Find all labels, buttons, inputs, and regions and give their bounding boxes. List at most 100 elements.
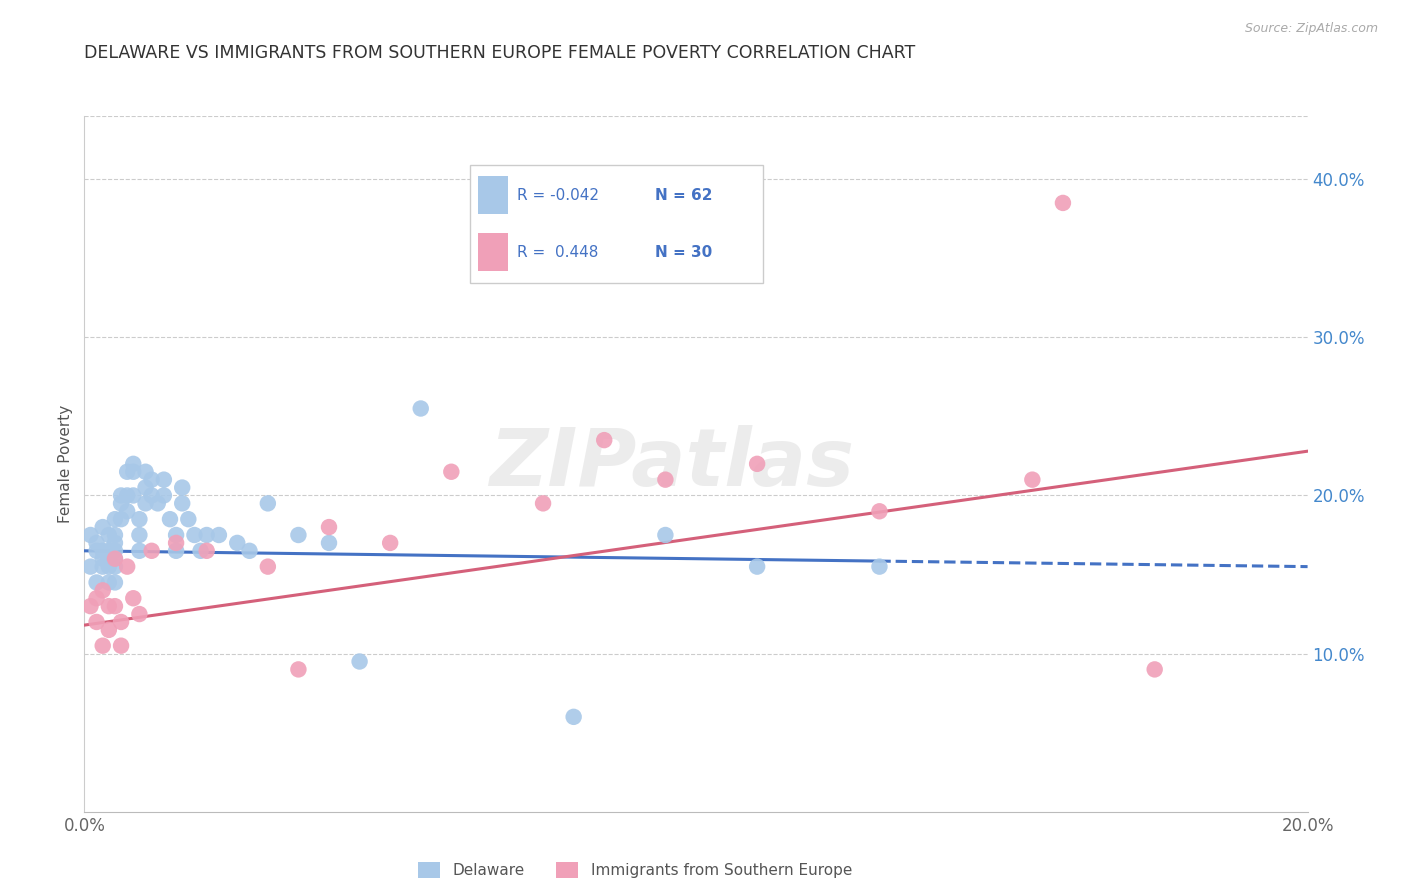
Point: [104, 575, 127, 590]
Point: [128, 512, 150, 526]
Point: [86, 575, 108, 590]
Point: [91, 559, 114, 574]
Point: [110, 488, 132, 502]
Text: Source: ZipAtlas.com: Source: ZipAtlas.com: [1244, 22, 1378, 36]
Point: [104, 528, 127, 542]
Point: [257, 496, 280, 510]
Point: [141, 488, 163, 502]
Point: [115, 559, 138, 574]
Point: [104, 551, 127, 566]
Point: [1052, 195, 1074, 210]
Point: [165, 536, 187, 550]
Point: [104, 599, 127, 614]
Bar: [478, 177, 508, 214]
Point: [146, 496, 169, 510]
Point: [79, 599, 101, 614]
Point: [190, 543, 212, 558]
Point: [91, 543, 114, 558]
Point: [86, 536, 108, 550]
Point: [97, 559, 120, 574]
Point: [747, 559, 769, 574]
Point: [183, 528, 205, 542]
Point: [91, 520, 114, 534]
Point: [97, 528, 120, 542]
Text: N = 30: N = 30: [655, 244, 711, 260]
Point: [135, 496, 157, 510]
Point: [318, 536, 340, 550]
Point: [128, 543, 150, 558]
Point: [91, 583, 114, 598]
Point: [593, 433, 616, 447]
Point: [104, 536, 127, 550]
Point: [177, 512, 200, 526]
Text: N = 62: N = 62: [655, 188, 711, 202]
Point: [79, 528, 101, 542]
Point: [318, 520, 340, 534]
Legend: Delaware, Immigrants from Southern Europe: Delaware, Immigrants from Southern Europ…: [412, 856, 858, 884]
Text: R =  0.448: R = 0.448: [516, 244, 598, 260]
Point: [86, 615, 108, 629]
Point: [91, 551, 114, 566]
Point: [86, 543, 108, 558]
Point: [110, 496, 132, 510]
Point: [115, 488, 138, 502]
Point: [1021, 473, 1043, 487]
Point: [128, 528, 150, 542]
Point: [208, 528, 231, 542]
Point: [380, 536, 402, 550]
Point: [128, 607, 150, 621]
Point: [287, 662, 309, 676]
Y-axis label: Female Poverty: Female Poverty: [58, 405, 73, 523]
Point: [122, 465, 145, 479]
Point: [122, 591, 145, 606]
Point: [91, 639, 114, 653]
Bar: [478, 234, 508, 271]
Point: [104, 543, 127, 558]
Point: [159, 512, 181, 526]
Point: [654, 473, 676, 487]
Point: [409, 401, 432, 416]
Point: [287, 528, 309, 542]
Point: [86, 591, 108, 606]
Point: [153, 473, 176, 487]
Point: [115, 504, 138, 518]
Point: [110, 512, 132, 526]
Point: [97, 551, 120, 566]
Point: [79, 559, 101, 574]
Point: [122, 488, 145, 502]
Point: [869, 559, 891, 574]
Point: [172, 496, 194, 510]
Point: [104, 559, 127, 574]
Point: [135, 465, 157, 479]
Point: [110, 615, 132, 629]
Point: [104, 512, 127, 526]
Point: [141, 543, 163, 558]
Text: DELAWARE VS IMMIGRANTS FROM SOUTHERN EUROPE FEMALE POVERTY CORRELATION CHART: DELAWARE VS IMMIGRANTS FROM SOUTHERN EUR…: [84, 45, 915, 62]
Point: [654, 528, 676, 542]
Text: ZIPatlas: ZIPatlas: [489, 425, 853, 503]
Point: [165, 528, 187, 542]
Point: [562, 710, 585, 724]
Point: [1143, 662, 1166, 676]
Point: [110, 639, 132, 653]
Point: [115, 465, 138, 479]
Point: [747, 457, 769, 471]
Point: [440, 465, 463, 479]
Point: [257, 559, 280, 574]
Point: [104, 551, 127, 566]
Point: [195, 543, 218, 558]
Point: [349, 655, 371, 669]
Point: [97, 575, 120, 590]
Point: [172, 481, 194, 495]
Point: [165, 543, 187, 558]
Point: [97, 623, 120, 637]
Point: [135, 481, 157, 495]
Point: [122, 457, 145, 471]
Point: [195, 528, 218, 542]
Point: [869, 504, 891, 518]
Point: [226, 536, 249, 550]
Point: [141, 473, 163, 487]
Point: [153, 488, 176, 502]
FancyBboxPatch shape: [470, 165, 763, 283]
Text: R = -0.042: R = -0.042: [516, 188, 599, 202]
